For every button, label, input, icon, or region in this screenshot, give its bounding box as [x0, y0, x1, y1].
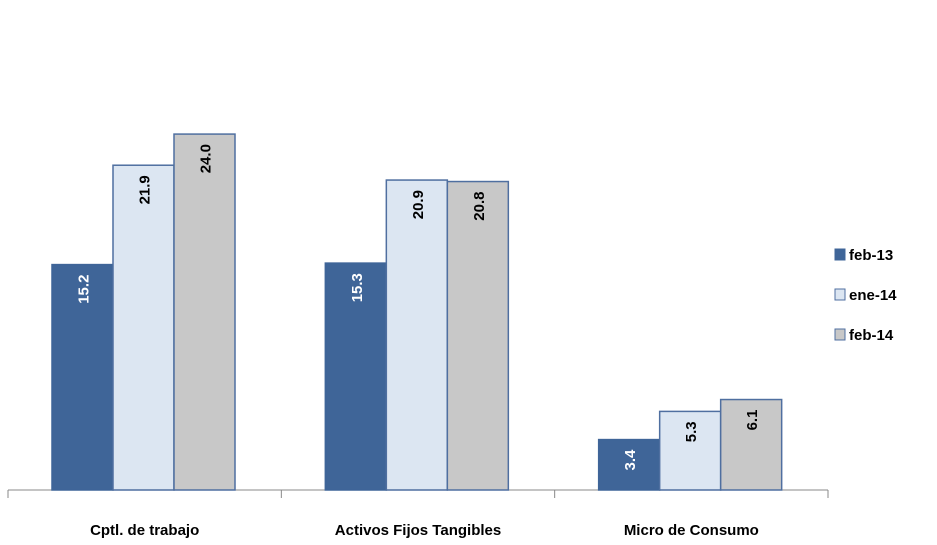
- legend-label: feb-13: [849, 247, 893, 264]
- x-tick-label: Micro de Consumo: [624, 522, 759, 539]
- bar: [446, 180, 510, 491]
- value-label: 20.8: [471, 192, 488, 221]
- bar: [324, 262, 388, 491]
- x-tick-label: Cptl. de trabajo: [90, 522, 199, 539]
- value-label: 15.3: [349, 273, 366, 302]
- legend-swatch: [834, 248, 846, 261]
- value-label: 24.0: [198, 144, 215, 173]
- value-label: 5.3: [683, 421, 700, 442]
- value-label: 21.9: [137, 175, 154, 204]
- legend-label: ene-14: [849, 287, 897, 304]
- bar: [173, 133, 236, 491]
- x-tick-label: Activos Fijos Tangibles: [335, 522, 501, 539]
- value-label: 20.9: [410, 190, 427, 219]
- value-label: 6.1: [744, 410, 761, 431]
- legend-swatch: [834, 288, 846, 301]
- bar: [719, 398, 783, 491]
- bar: [112, 164, 175, 491]
- legend-label: feb-14: [849, 327, 894, 344]
- bar: [385, 179, 449, 491]
- legend-swatch: [834, 328, 846, 341]
- bar: [51, 263, 114, 491]
- value-label: 3.4: [622, 449, 639, 471]
- value-label: 15.2: [76, 275, 93, 304]
